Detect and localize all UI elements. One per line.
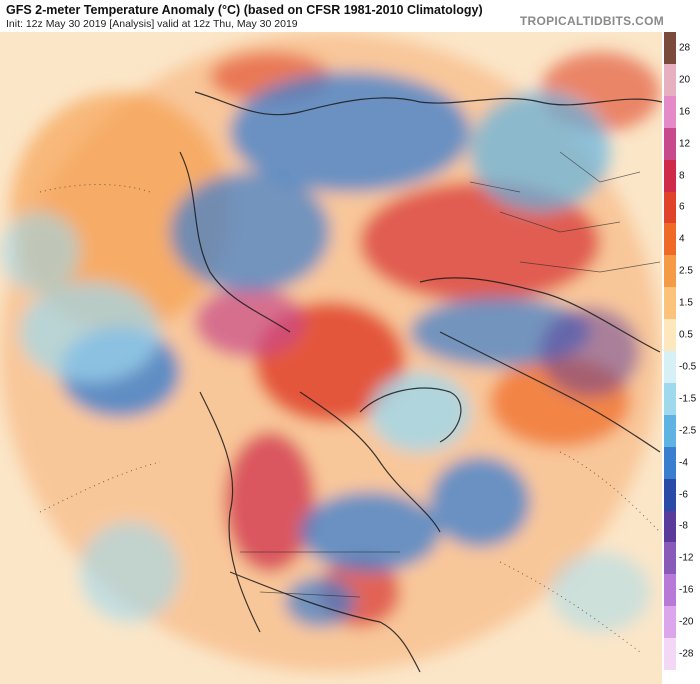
scale-label: 20 xyxy=(679,74,691,86)
scale-label: -0.5 xyxy=(679,361,697,373)
scale-swatch xyxy=(664,382,676,416)
scale-swatch xyxy=(664,414,676,448)
scale-swatch xyxy=(664,510,676,543)
scale-swatch xyxy=(664,255,676,288)
scale-label: 4 xyxy=(679,233,685,245)
map-canvas xyxy=(0,32,662,684)
scale-label: 2.5 xyxy=(679,265,693,277)
scale-label: 8 xyxy=(679,170,685,182)
scale-label: 16 xyxy=(679,106,691,118)
scale-label: 0.5 xyxy=(679,329,693,341)
scale-swatch xyxy=(664,287,676,320)
scale-swatch xyxy=(664,319,676,352)
scale-label: 28 xyxy=(679,42,691,54)
scale-swatch xyxy=(664,574,676,607)
scale-swatch xyxy=(664,606,676,639)
scale-swatch xyxy=(664,542,676,575)
scale-label: -6 xyxy=(679,489,688,501)
color-scale-legend: 28 20 16 12 8 6 4 2.5 1.5 0.5 -0.5 -1.5 -2.5 -4 -6 -8 -1… xyxy=(664,32,700,671)
map-title: GFS 2-meter Temperature Anomaly (°C) (ba… xyxy=(6,3,483,17)
scale-label: -12 xyxy=(679,552,694,564)
scale-swatch xyxy=(664,159,676,192)
scale-label: -4 xyxy=(679,457,688,469)
temperature-anomaly-map xyxy=(0,32,662,684)
scale-label: 12 xyxy=(679,138,691,150)
scale-swatch xyxy=(664,638,676,671)
scale-label: -28 xyxy=(679,648,694,660)
scale-swatch xyxy=(664,351,676,384)
scale-swatch xyxy=(664,446,676,480)
scale-swatch xyxy=(664,223,676,256)
scale-label: -20 xyxy=(679,616,694,628)
scale-label: 6 xyxy=(679,201,685,213)
scale-swatch xyxy=(664,95,676,129)
scale-swatch xyxy=(664,127,676,161)
scale-label: -8 xyxy=(679,520,688,532)
scale-label: -1.5 xyxy=(679,393,697,405)
scale-swatch xyxy=(664,63,676,97)
scale-swatch xyxy=(664,32,676,65)
scale-swatch xyxy=(664,191,676,224)
scale-label: -16 xyxy=(679,584,694,596)
scale-label: -2.5 xyxy=(679,425,697,437)
scale-swatch xyxy=(664,478,676,511)
map-subtitle: Init: 12z May 30 2019 [Analysis] valid a… xyxy=(6,18,298,30)
site-watermark: TROPICALTIDBITS.COM xyxy=(519,14,664,28)
scale-label: 1.5 xyxy=(679,297,693,309)
